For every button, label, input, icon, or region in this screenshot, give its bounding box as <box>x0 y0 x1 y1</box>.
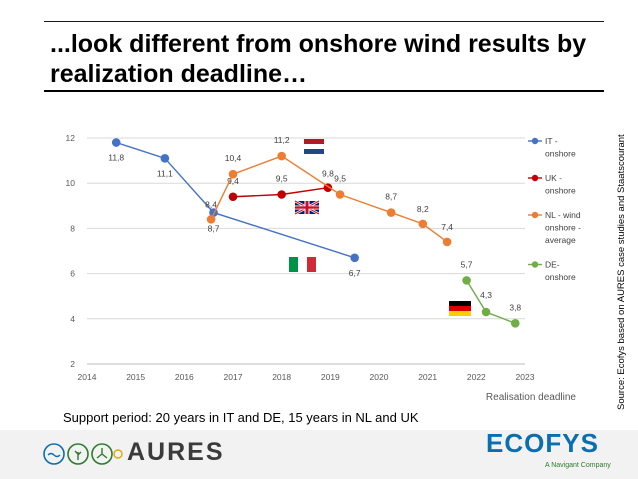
legend-marker <box>531 211 539 219</box>
y-tick-label: 10 <box>66 178 76 188</box>
legend-label: onshore <box>545 186 576 196</box>
x-tick-label: 2017 <box>224 372 243 382</box>
y-tick-label: 2 <box>70 359 75 369</box>
data-point <box>335 190 345 199</box>
data-point <box>111 138 121 147</box>
aures-logo: AURES <box>127 438 225 466</box>
data-label: 8,7 <box>208 224 220 234</box>
data-point <box>277 151 286 161</box>
data-label: 8,7 <box>385 192 397 202</box>
data-point <box>462 276 471 285</box>
legend-label: average <box>545 235 576 245</box>
legend-label: UK - <box>545 173 562 183</box>
data-label: 4,3 <box>480 290 492 300</box>
data-label: 9,5 <box>334 174 346 184</box>
data-point <box>481 307 491 317</box>
ecofys-tagline: A Navigant Company <box>545 462 611 469</box>
data-label: 5,7 <box>461 259 473 269</box>
germany-flag-icon <box>449 301 471 316</box>
hydro-icon <box>43 443 65 465</box>
series-line <box>466 280 516 324</box>
legend-label: onshore <box>545 272 576 282</box>
legend-label: DE- <box>545 260 560 270</box>
data-label: 8,2 <box>417 204 429 214</box>
support-period-note: Support period: 20 years in IT and DE, 1… <box>63 410 419 425</box>
legend-marker <box>531 137 539 145</box>
x-tick-label: 2023 <box>516 372 535 382</box>
data-label: 9,5 <box>276 174 288 184</box>
legend-marker <box>531 261 539 268</box>
y-tick-label: 4 <box>70 314 75 324</box>
data-point <box>510 319 520 328</box>
data-label: 11,8 <box>108 153 124 163</box>
data-point <box>386 208 396 217</box>
footer-icon-group <box>43 443 123 465</box>
series-line <box>115 141 355 259</box>
data-label: 10,4 <box>225 153 242 163</box>
italy-flag-icon <box>289 257 316 272</box>
data-point <box>228 192 238 202</box>
data-point <box>277 190 286 199</box>
data-label: 9,8 <box>322 169 334 179</box>
title-underline <box>44 90 604 92</box>
data-label: 11,1 <box>157 168 173 178</box>
solar-icon <box>113 449 123 459</box>
y-tick-label: 6 <box>70 269 75 279</box>
data-point <box>228 169 238 179</box>
data-point <box>206 215 216 224</box>
x-tick-label: 2018 <box>272 372 291 382</box>
data-label: 6,7 <box>349 268 361 278</box>
data-label: 11,2 <box>274 135 290 145</box>
slide-title: ...look different from onshore wind resu… <box>50 30 587 88</box>
x-tick-label: 2022 <box>467 372 486 382</box>
data-label: 8,4 <box>205 199 217 209</box>
x-tick-label: 2019 <box>321 372 340 382</box>
data-point <box>350 253 359 263</box>
x-tick-label: 2015 <box>126 372 145 382</box>
wind-icon <box>91 443 113 465</box>
x-tick-label: 2021 <box>418 372 437 382</box>
top-rule <box>44 21 604 22</box>
data-point <box>442 237 452 247</box>
data-point <box>418 219 428 229</box>
y-tick-label: 8 <box>70 223 75 233</box>
x-tick-label: 2014 <box>78 372 97 382</box>
uk-flag-icon <box>294 199 320 216</box>
x-axis-label: Realisation deadline <box>486 392 577 403</box>
legend-label: IT - <box>545 136 558 146</box>
data-point <box>160 154 170 163</box>
data-label: 9,4 <box>227 176 239 186</box>
x-tick-label: 2016 <box>175 372 194 382</box>
biomass-icon <box>67 443 89 465</box>
legend-label: NL - wind <box>545 210 581 220</box>
legend-marker <box>531 174 539 182</box>
y-tick-label: 12 <box>66 133 76 143</box>
data-label: 3,8 <box>509 302 521 312</box>
legend-label: onshore - <box>545 223 581 233</box>
ecofys-logo: ECOFYS <box>486 428 599 458</box>
footer-bar <box>0 430 638 479</box>
x-tick-label: 2020 <box>370 372 389 382</box>
legend-label: onshore <box>545 149 576 159</box>
netherlands-flag-icon <box>304 139 324 154</box>
data-label: 7,4 <box>441 222 453 232</box>
